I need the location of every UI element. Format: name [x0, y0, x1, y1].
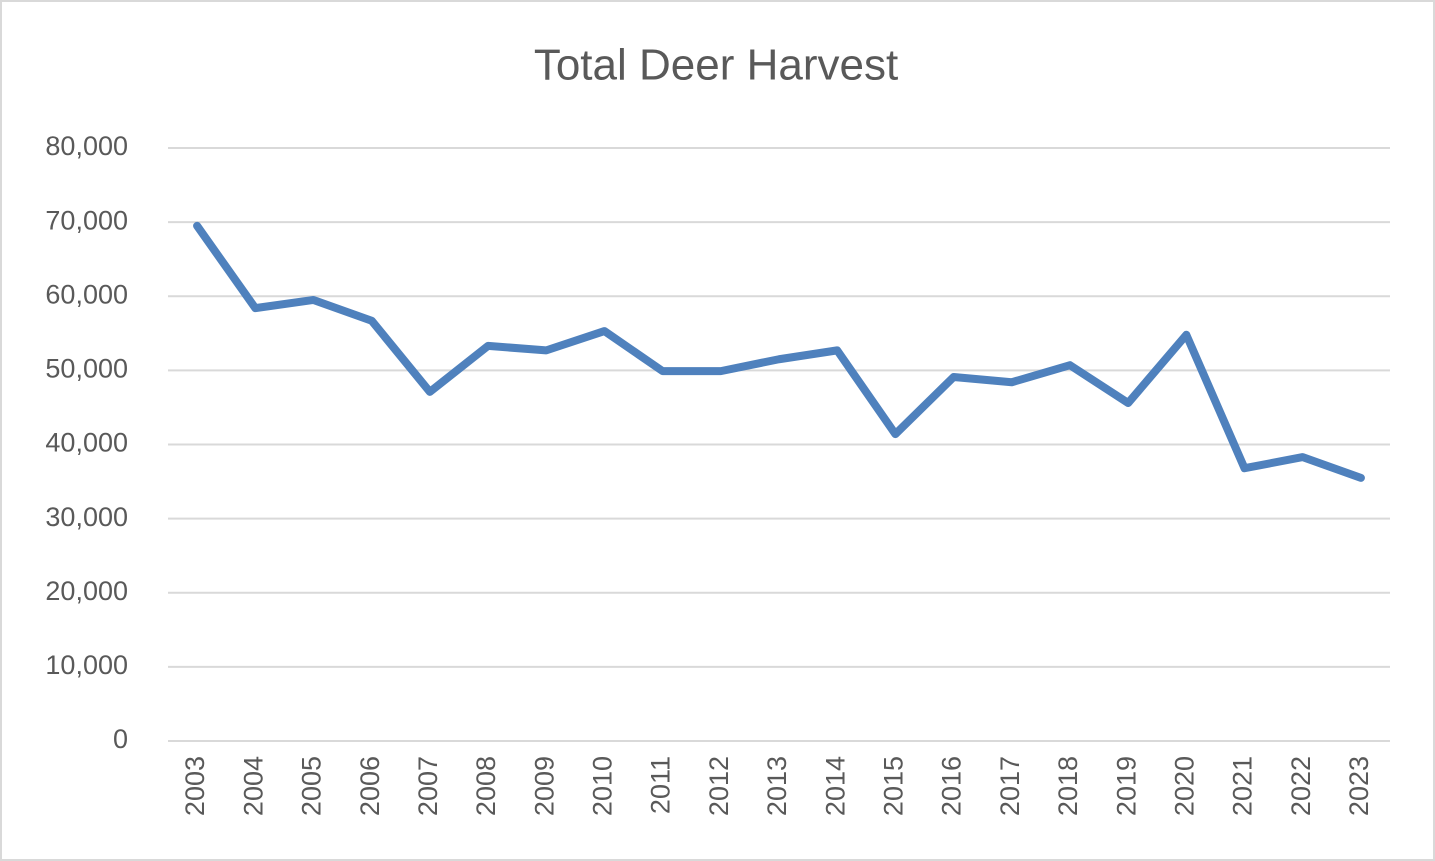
x-tick-label: 2011	[646, 756, 676, 814]
x-tick-label: 2014	[820, 756, 850, 816]
x-tick-label: 2008	[471, 756, 501, 816]
x-tick-label: 2018	[1053, 756, 1083, 816]
x-tick-label: 2020	[1169, 756, 1199, 816]
y-tick-label: 50,000	[45, 354, 128, 384]
y-tick-label: 40,000	[45, 428, 128, 458]
y-tick-label: 20,000	[45, 576, 128, 606]
x-tick-label: 2009	[529, 756, 559, 816]
x-tick-label: 2022	[1286, 756, 1316, 816]
x-tick-label: 2015	[879, 756, 909, 816]
x-tick-label: 2005	[297, 756, 327, 816]
x-tick-label: 2013	[762, 756, 792, 816]
y-tick-label: 60,000	[45, 279, 128, 309]
y-tick-label: 0	[113, 724, 128, 754]
x-tick-label: 2023	[1344, 756, 1374, 816]
x-tick-label: 2007	[413, 756, 443, 816]
x-tick-label: 2010	[588, 756, 618, 816]
x-tick-label: 2003	[180, 756, 210, 816]
x-tick-label: 2006	[355, 756, 385, 816]
x-tick-label: 2017	[995, 756, 1025, 816]
x-tick-label: 2016	[937, 756, 967, 816]
data-line	[193, 221, 1365, 482]
chart-title: Total Deer Harvest	[534, 41, 898, 90]
x-tick-label: 2019	[1111, 756, 1141, 816]
x-tick-label: 2004	[238, 756, 268, 816]
x-tick-label: 2021	[1228, 756, 1258, 816]
y-tick-label: 70,000	[45, 205, 128, 235]
x-tick-label: 2012	[704, 756, 734, 816]
y-tick-label: 10,000	[45, 650, 128, 680]
y-tick-label: 30,000	[45, 502, 128, 532]
y-tick-label: 80,000	[45, 131, 128, 161]
